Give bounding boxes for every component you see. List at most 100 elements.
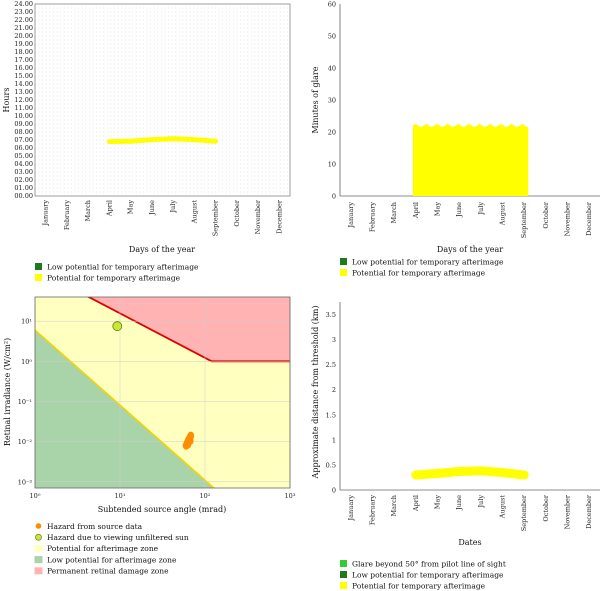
retinal-damage-zone: [35, 297, 290, 362]
legend-swatch: [34, 544, 43, 552]
x-tick-label: November: [564, 494, 572, 529]
legend-label: Potential for temporary afterimage: [352, 269, 486, 278]
y-tick-label: 50: [328, 33, 336, 41]
x-tick-label: August: [499, 495, 507, 520]
y-tick-label: 09.00: [14, 120, 33, 128]
distance-chart: 0 0.5 1 1.5 2 2.5 3 3.5 January February March Apr…: [311, 302, 600, 591]
x-tick-label: September: [212, 199, 220, 236]
y-axis-label: Retinal irradiance (W/cm²): [3, 338, 12, 446]
y-axis-label: Minutes of glare: [311, 66, 320, 133]
legend-swatch: [35, 274, 42, 281]
x-axis-label: Days of the year: [129, 245, 195, 254]
x-tick-label: March: [84, 200, 92, 221]
legend-swatch: [34, 567, 43, 575]
x-tick-label: March: [390, 495, 398, 516]
x-tick-label: January: [347, 495, 355, 522]
y-tick-label: 16.00: [14, 64, 33, 72]
y-tick-label: 0.5: [326, 461, 336, 469]
x-tick-label: 10⁰: [30, 492, 41, 500]
x-tick-label: January: [347, 202, 355, 229]
x-tick-label: November: [254, 199, 262, 234]
x-tick-label: May: [127, 200, 135, 215]
x-axis-label: Days of the year: [437, 245, 503, 254]
y-tick-label: 1: [332, 436, 336, 444]
x-tick-label: February: [369, 202, 377, 232]
x-tick-label: March: [390, 202, 398, 223]
y-tick-label: 40: [328, 65, 336, 73]
y-tick-label: 00.00: [14, 192, 33, 200]
y-tick-label: 0: [332, 193, 336, 201]
y-axis-label: Approximate distance from threshold (km): [311, 306, 320, 480]
y-tick-label: 10.00: [14, 112, 33, 120]
y-tick-label: 2.5: [326, 361, 336, 369]
legend-label: Potential for afterimage zone: [47, 544, 159, 553]
y-tick-label: 03.00: [14, 168, 33, 176]
x-tick-label: February: [369, 495, 377, 525]
minutes-chart: 0 10 20 30 40 50 60 January February March April M…: [311, 1, 600, 278]
x-tick-label: December: [275, 199, 283, 234]
x-tick-label: December: [585, 201, 593, 236]
legend-label: Low potential for temporary afterimage: [47, 263, 199, 272]
legend-swatch: [340, 269, 347, 276]
legend-label: Low potential for temporary afterimage: [352, 258, 504, 267]
x-tick-label: February: [63, 200, 71, 230]
y-tick-label: 19.00: [14, 40, 33, 48]
x-tick-label: August: [190, 200, 198, 225]
y-tick-label: 15.00: [14, 72, 33, 80]
legend-label: Hazard due to viewing unfiltered sun: [47, 533, 189, 542]
y-tick-label: 02.00: [14, 176, 33, 184]
x-tick-label: June: [455, 202, 463, 218]
x-tick-label: May: [434, 202, 442, 217]
x-tick-label: May: [434, 495, 442, 510]
y-axis-label: Hours: [2, 88, 11, 113]
legend-label: Potential for temporary afterimage: [352, 582, 486, 591]
x-tick-label: October: [542, 201, 550, 229]
x-tick-label: 10³: [285, 492, 296, 500]
source-data-point: [186, 436, 194, 445]
legend-marker: [35, 523, 42, 529]
legend-swatch: [340, 571, 347, 578]
y-tick-label: 3: [332, 336, 336, 344]
y-tick-label: 1.5: [326, 411, 336, 419]
x-tick-label: April: [105, 200, 113, 217]
x-tick-label: October: [542, 494, 550, 522]
retinal-hazard-chart: 10⁻³ 10⁻² 10⁻¹ 10⁰ 10¹ 10⁰ 10¹ 10² 10³ Retinal …: [3, 296, 296, 576]
y-tick-label: 11.00: [14, 104, 33, 112]
y-tick-label: 06.00: [14, 144, 33, 152]
hours-chart: 00.0001.0002.0003.0004.0005.0006.0007.00…: [2, 0, 291, 283]
x-tick-label: 10¹: [115, 492, 126, 500]
y-tick-label: 14.00: [14, 80, 33, 88]
plot-frame: [34, 3, 291, 197]
y-tick-label: 60: [328, 1, 336, 9]
x-tick-label: September: [520, 494, 528, 531]
y-tick-label: 24.00: [14, 0, 33, 8]
legend-swatch: [35, 263, 42, 270]
y-tick-label: 10⁰: [21, 358, 32, 366]
legend-label: Hazard from source data: [47, 522, 143, 531]
y-tick-label: 23.00: [14, 8, 33, 16]
unfiltered-sun-point: [112, 321, 123, 332]
y-tick-label: 0: [332, 487, 336, 495]
y-tick-label: 10⁻¹: [18, 398, 33, 406]
x-tick-label: 10²: [200, 492, 211, 500]
y-tick-label: 17.00: [14, 56, 33, 64]
x-tick-label: July: [169, 200, 177, 214]
y-tick-label: 21.00: [14, 24, 33, 32]
y-tick-label: 05.00: [14, 152, 33, 160]
x-tick-label: June: [148, 200, 156, 216]
legend-label: Low potential for temporary afterimage: [352, 571, 504, 580]
x-axis-label: Subtended source angle (mrad): [98, 505, 226, 514]
x-tick-label: December: [585, 494, 593, 529]
x-tick-label: April: [412, 495, 420, 512]
y-tick-label: 10¹: [21, 318, 32, 326]
legend-swatch: [34, 556, 43, 564]
x-tick-label: September: [520, 201, 528, 238]
legend-swatch: [340, 582, 347, 589]
y-tick-label: 10⁻²: [18, 438, 33, 446]
legend-marker: [35, 533, 42, 541]
y-tick-label: 07.00: [14, 136, 33, 144]
y-tick-label: 18.00: [14, 48, 33, 56]
y-tick-label: 08.00: [14, 128, 33, 136]
glare-minutes-bars: [412, 123, 529, 196]
